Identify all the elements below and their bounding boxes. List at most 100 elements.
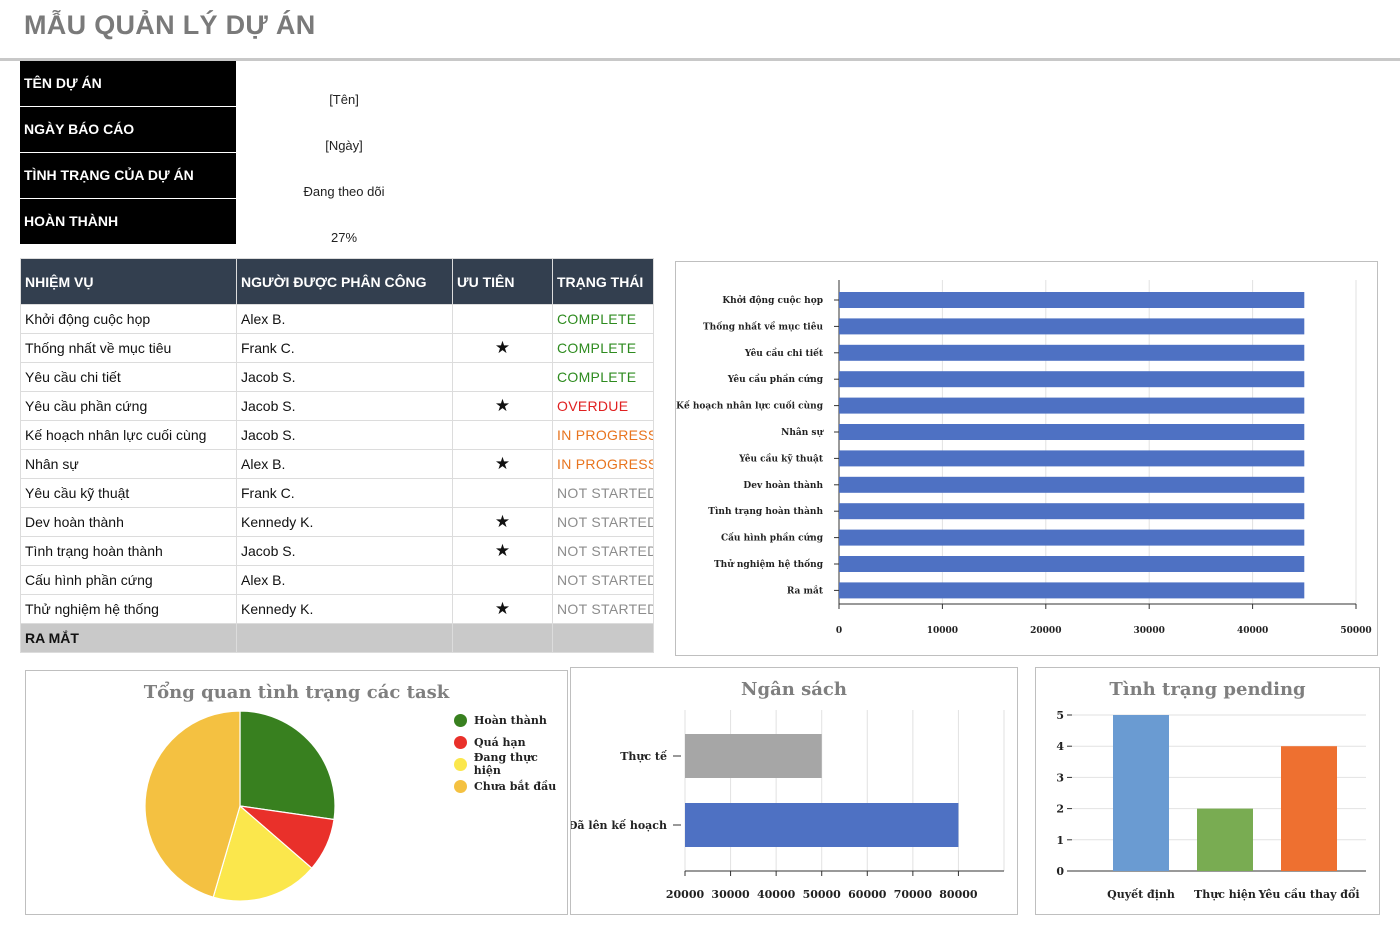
task-cell[interactable]: Tình trạng hoàn thành <box>20 536 237 566</box>
pie-chart-svg <box>144 710 336 902</box>
status-cell[interactable]: COMPLETE <box>552 362 654 392</box>
task-cell[interactable]: Nhân sự <box>20 449 237 479</box>
legend-swatch <box>454 713 467 727</box>
assignee-cell[interactable]: Alex B. <box>236 449 453 479</box>
assignee-cell[interactable]: Jacob S. <box>236 362 453 392</box>
column-header-task: NHIỆM VỤ <box>20 258 237 305</box>
table-row[interactable]: Tình trạng hoàn thành Jacob S. ★ NOT STARTE… <box>20 536 654 566</box>
assignee-cell[interactable]: Jacob S. <box>236 420 453 450</box>
table-row[interactable]: Cấu hình phần cứng Alex B. NOT STARTED <box>20 565 654 595</box>
table-footer-row: RA MẮT <box>20 623 654 653</box>
y-tick-label: Thử nghiệm hệ thống <box>714 558 824 570</box>
task-cell[interactable]: Thống nhất về mục tiêu <box>20 333 237 363</box>
column-header-status: TRẠNG THÁI <box>552 258 654 305</box>
status-cell[interactable]: NOT STARTED <box>552 594 654 624</box>
task-table: NHIỆM VỤ NGƯỜI ĐƯỢC PHÂN CÔNG ƯU TIÊN TR… <box>20 258 654 653</box>
bar <box>839 318 1305 335</box>
table-row[interactable]: Khởi động cuộc họp Alex B. COMPLETE <box>20 304 654 334</box>
bar <box>839 292 1305 308</box>
table-row[interactable]: Yêu cầu chi tiết Jacob S. COMPLETE <box>20 362 654 392</box>
status-cell[interactable]: IN PROGRESS <box>552 420 654 450</box>
x-tick-label: 20000 <box>666 888 705 901</box>
y-tick-label: Nhân sự <box>781 427 824 438</box>
project-status-value[interactable]: Đang theo dõi <box>303 184 385 199</box>
priority-cell[interactable] <box>452 362 553 392</box>
y-tick-label: Yêu cầu kỹ thuật <box>738 452 824 464</box>
pending-chart-panel: Tình trạng pending 0 1 2 3 4 5 Quyết định Thực … <box>1035 667 1380 915</box>
project-name-value[interactable]: [Tên] <box>329 92 359 107</box>
pending-chart-title: Tình trạng pending <box>1109 679 1306 700</box>
x-tick-label: 40000 <box>757 888 796 901</box>
table-row[interactable]: Thử nghiệm hệ thống Kennedy K. ★ NOT STARTE… <box>20 594 654 624</box>
bar <box>839 582 1305 599</box>
priority-cell[interactable] <box>452 304 553 334</box>
task-cell[interactable]: Dev hoàn thành <box>20 507 237 537</box>
star-icon[interactable]: ★ <box>452 449 553 479</box>
column-header-assignee: NGƯỜI ĐƯỢC PHÂN CÔNG <box>236 258 453 305</box>
table-row[interactable]: Yêu cầu phần cứng Jacob S. ★ OVERDUE <box>20 391 654 421</box>
y-tick-label: Thực tế <box>620 750 667 763</box>
report-date-value[interactable]: [Ngày] <box>325 138 363 153</box>
column-header-priority: ƯU TIÊN <box>452 258 553 305</box>
bar <box>685 803 959 847</box>
legend-label: Hoàn thành <box>474 713 547 727</box>
task-cell[interactable]: Yêu cầu chi tiết <box>20 362 237 392</box>
x-tick-label: 70000 <box>894 888 933 901</box>
status-cell[interactable]: NOT STARTED <box>552 536 654 566</box>
task-cell[interactable]: Yêu cầu phần cứng <box>20 391 237 421</box>
y-tick-label: 1 <box>1056 834 1064 847</box>
assignee-cell[interactable]: Jacob S. <box>236 536 453 566</box>
bar <box>839 424 1305 440</box>
x-tick-label: Quyết định <box>1107 888 1175 901</box>
assignee-cell[interactable]: Kennedy K. <box>236 507 453 537</box>
info-label: HOÀN THÀNH <box>24 213 119 229</box>
table-row[interactable]: Kế hoạch nhân lực cuối cùng Jacob S. IN PR… <box>20 420 654 450</box>
x-tick-label: 30000 <box>711 888 750 901</box>
info-row-name: TÊN DỰ ÁN <box>20 61 236 107</box>
status-cell[interactable]: COMPLETE <box>552 304 654 334</box>
task-cell[interactable]: Cấu hình phần cứng <box>20 565 237 595</box>
y-tick-label: 2 <box>1056 803 1064 816</box>
star-icon[interactable]: ★ <box>452 333 553 363</box>
status-cell[interactable]: NOT STARTED <box>552 565 654 595</box>
y-tick-label: 4 <box>1056 740 1064 753</box>
task-cell[interactable]: Kế hoạch nhân lực cuối cùng <box>20 420 237 450</box>
y-tick-label: Kế hoạch nhân lực cuối cùng <box>676 400 824 412</box>
star-icon[interactable]: ★ <box>452 594 553 624</box>
assignee-cell[interactable]: Jacob S. <box>236 391 453 421</box>
table-row[interactable]: Yêu cầu kỹ thuật Frank C. NOT STARTED <box>20 478 654 508</box>
pie-slice <box>144 710 241 898</box>
assignee-cell[interactable]: Alex B. <box>236 565 453 595</box>
table-row[interactable]: Nhân sự Alex B. ★ IN PROGRESS <box>20 449 654 479</box>
table-row[interactable]: Thống nhất về mục tiêu Frank C. ★ COMPLETE <box>20 333 654 363</box>
star-icon[interactable]: ★ <box>452 536 553 566</box>
task-cell[interactable]: Thử nghiệm hệ thống <box>20 594 237 624</box>
assignee-cell[interactable]: Frank C. <box>236 478 453 508</box>
task-cell[interactable]: Khởi động cuộc họp <box>20 304 237 334</box>
assignee-cell[interactable]: Kennedy K. <box>236 594 453 624</box>
table-row[interactable]: Dev hoàn thành Kennedy K. ★ NOT STARTED <box>20 507 654 537</box>
priority-cell[interactable] <box>452 420 553 450</box>
priority-cell[interactable] <box>452 478 553 508</box>
info-row-complete: HOÀN THÀNH <box>20 199 236 245</box>
star-icon[interactable]: ★ <box>452 507 553 537</box>
bar <box>839 529 1305 546</box>
x-tick-label: 20000 <box>1030 626 1061 636</box>
assignee-cell[interactable]: Alex B. <box>236 304 453 334</box>
completion-value[interactable]: 27% <box>330 230 358 245</box>
priority-cell[interactable] <box>452 565 553 595</box>
star-icon[interactable]: ★ <box>452 391 553 421</box>
pie-legend: Hoàn thành Quá hạn Đang thực hiện Chưa bắt … <box>454 709 567 797</box>
status-cell[interactable]: IN PROGRESS <box>552 449 654 479</box>
task-cell[interactable]: Yêu cầu kỹ thuật <box>20 478 237 508</box>
status-cell[interactable]: COMPLETE <box>552 333 654 363</box>
status-cell[interactable]: OVERDUE <box>552 391 654 421</box>
bar <box>839 397 1305 414</box>
bar <box>839 476 1305 493</box>
status-cell[interactable]: NOT STARTED <box>552 478 654 508</box>
status-cell[interactable]: NOT STARTED <box>552 507 654 537</box>
pending-chart-svg: 0 1 2 3 4 5 Quyết định Thực hiện Yêu cầu thay đổ… <box>1056 709 1366 901</box>
y-tick-label: Khởi động cuộc họp <box>722 295 823 306</box>
assignee-cell[interactable]: Frank C. <box>236 333 453 363</box>
bar <box>1281 746 1337 871</box>
